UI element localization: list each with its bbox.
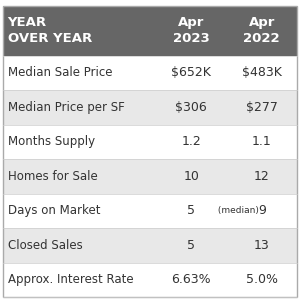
- FancyBboxPatch shape: [3, 90, 297, 124]
- Text: Apr
2023: Apr 2023: [173, 16, 209, 45]
- Text: 13: 13: [254, 239, 270, 252]
- Text: $277: $277: [246, 101, 278, 114]
- Text: Months Supply: Months Supply: [8, 135, 94, 148]
- Text: 1.2: 1.2: [181, 135, 201, 148]
- Text: 12: 12: [254, 170, 270, 183]
- Text: $306: $306: [175, 101, 207, 114]
- FancyBboxPatch shape: [3, 194, 297, 228]
- Text: (median): (median): [214, 206, 258, 215]
- FancyBboxPatch shape: [3, 124, 297, 159]
- Text: 9: 9: [258, 204, 266, 217]
- FancyBboxPatch shape: [3, 56, 297, 90]
- Text: 6.63%: 6.63%: [171, 273, 211, 286]
- Text: Median Sale Price: Median Sale Price: [8, 66, 112, 79]
- Text: Approx. Interest Rate: Approx. Interest Rate: [8, 273, 133, 286]
- Text: $483K: $483K: [242, 66, 282, 79]
- Text: 5: 5: [187, 239, 195, 252]
- FancyBboxPatch shape: [3, 262, 297, 297]
- Text: Homes for Sale: Homes for Sale: [8, 170, 97, 183]
- Text: 5.0%: 5.0%: [246, 273, 278, 286]
- FancyBboxPatch shape: [3, 159, 297, 194]
- FancyBboxPatch shape: [3, 6, 156, 56]
- Text: Days on Market: Days on Market: [8, 204, 100, 217]
- FancyBboxPatch shape: [3, 228, 297, 262]
- Text: 5: 5: [187, 204, 195, 217]
- Text: Closed Sales: Closed Sales: [8, 239, 82, 252]
- Text: 1.1: 1.1: [252, 135, 272, 148]
- Text: Median Price per SF: Median Price per SF: [8, 101, 124, 114]
- FancyBboxPatch shape: [156, 6, 226, 56]
- Text: $652K: $652K: [171, 66, 211, 79]
- Text: 10: 10: [183, 170, 199, 183]
- Text: YEAR
OVER YEAR: YEAR OVER YEAR: [8, 16, 92, 45]
- FancyBboxPatch shape: [226, 6, 297, 56]
- Text: Apr
2022: Apr 2022: [243, 16, 280, 45]
